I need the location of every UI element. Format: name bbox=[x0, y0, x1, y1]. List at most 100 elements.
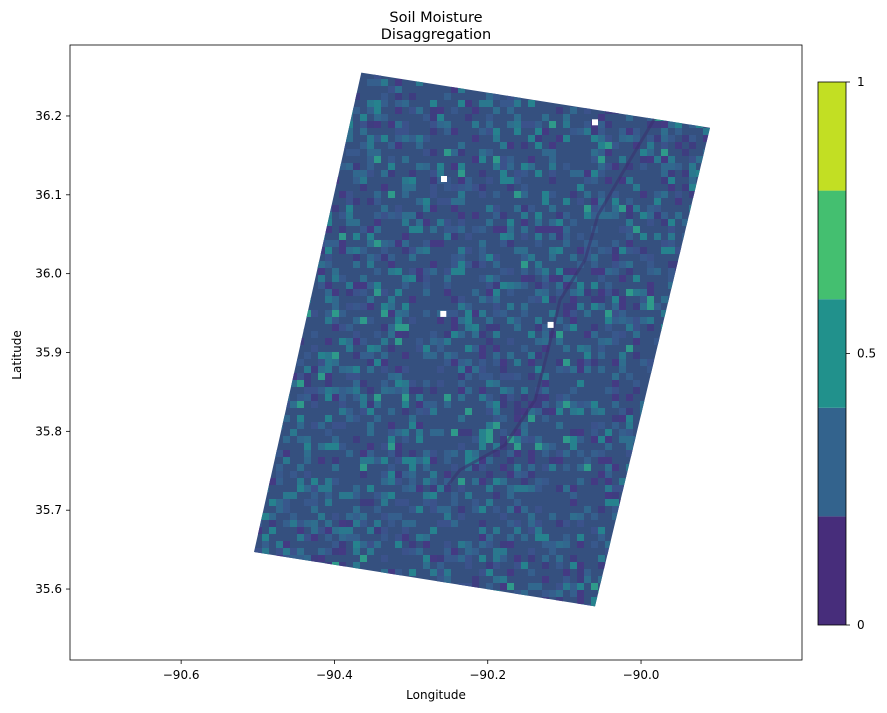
swath-texture-cell bbox=[283, 457, 290, 464]
swath-texture-cell bbox=[353, 520, 360, 527]
swath-texture-cell bbox=[465, 345, 472, 352]
swath-texture-cell bbox=[395, 429, 402, 436]
swath-texture-cell bbox=[269, 478, 276, 485]
swath-texture-cell bbox=[346, 534, 353, 541]
swath-texture-cell bbox=[507, 226, 514, 233]
swath-texture-cell bbox=[507, 541, 514, 548]
swath-texture-cell bbox=[542, 555, 549, 562]
swath-texture-cell bbox=[514, 128, 521, 135]
swath-texture-cell bbox=[409, 226, 416, 233]
swath-texture-cell bbox=[528, 296, 535, 303]
swath-texture-cell bbox=[437, 520, 444, 527]
swath-texture-cell bbox=[353, 303, 360, 310]
swath-texture-cell bbox=[584, 289, 591, 296]
swath-texture-cell bbox=[591, 583, 598, 590]
swath-texture-cell bbox=[367, 135, 374, 142]
swath-texture-cell bbox=[514, 562, 521, 569]
swath-texture-cell bbox=[479, 366, 486, 373]
swath-texture-cell bbox=[381, 254, 388, 261]
swath-texture-cell bbox=[514, 436, 521, 443]
swath-texture-cell bbox=[486, 121, 493, 128]
swath-texture-cell bbox=[633, 135, 640, 142]
swath-texture-cell bbox=[612, 485, 619, 492]
swath-texture-cell bbox=[612, 310, 619, 317]
swath-texture-cell bbox=[521, 275, 528, 282]
swath-texture-cell bbox=[626, 415, 633, 422]
swath-texture-cell bbox=[556, 226, 563, 233]
swath-texture-cell bbox=[626, 373, 633, 380]
swath-texture-cell bbox=[577, 562, 584, 569]
swath-texture-cell bbox=[290, 401, 297, 408]
swath-texture-cell bbox=[395, 569, 402, 576]
swath-texture-cell bbox=[605, 317, 612, 324]
swath-texture-cell bbox=[605, 485, 612, 492]
swath-texture-cell bbox=[507, 506, 514, 513]
swath-texture-cell bbox=[423, 219, 430, 226]
swath-texture-cell bbox=[612, 142, 619, 149]
swath-texture-cell bbox=[612, 422, 619, 429]
swath-texture-cell bbox=[409, 268, 416, 275]
swath-texture-cell bbox=[388, 310, 395, 317]
swath-texture-cell bbox=[507, 387, 514, 394]
swath-texture-cell bbox=[416, 408, 423, 415]
swath-texture-cell bbox=[381, 359, 388, 366]
swath-texture-cell bbox=[388, 513, 395, 520]
swath-texture-cell bbox=[423, 282, 430, 289]
swath-texture-cell bbox=[367, 450, 374, 457]
swath-texture-cell bbox=[374, 359, 381, 366]
swath-texture-cell bbox=[598, 422, 605, 429]
swath-texture-cell bbox=[556, 541, 563, 548]
swath-texture-cell bbox=[556, 597, 563, 604]
swath-texture-cell bbox=[528, 205, 535, 212]
swath-texture-cell bbox=[423, 464, 430, 471]
swath-texture-cell bbox=[430, 121, 437, 128]
swath-texture-cell bbox=[458, 254, 465, 261]
swath-texture-cell bbox=[584, 212, 591, 219]
swath-texture-cell bbox=[591, 324, 598, 331]
swath-texture-cell bbox=[598, 128, 605, 135]
swath-texture-cell bbox=[633, 289, 640, 296]
swath-texture-cell bbox=[423, 562, 430, 569]
swath-texture-cell bbox=[661, 163, 668, 170]
swath-texture-cell bbox=[374, 492, 381, 499]
swath-texture-cell bbox=[381, 240, 388, 247]
swath-texture-cell bbox=[423, 247, 430, 254]
swath-texture-cell bbox=[500, 555, 507, 562]
swath-texture-cell bbox=[409, 296, 416, 303]
swath-texture-cell bbox=[339, 394, 346, 401]
swath-texture-cell bbox=[542, 198, 549, 205]
swath-texture-cell bbox=[451, 352, 458, 359]
swath-texture-cell bbox=[549, 310, 556, 317]
swath-texture-cell bbox=[647, 149, 654, 156]
swath-texture-cell bbox=[556, 359, 563, 366]
swath-texture-cell bbox=[486, 394, 493, 401]
swath-texture-cell bbox=[486, 219, 493, 226]
swath-texture-cell bbox=[640, 359, 647, 366]
colorbar-tick-label: 1 bbox=[857, 75, 865, 89]
swath-texture-cell bbox=[346, 163, 353, 170]
swath-texture-cell bbox=[409, 506, 416, 513]
swath-texture-cell bbox=[528, 513, 535, 520]
swath-texture-cell bbox=[626, 198, 633, 205]
swath-texture-cell bbox=[577, 569, 584, 576]
swath-texture-cell bbox=[605, 499, 612, 506]
swath-texture-cell bbox=[325, 443, 332, 450]
swath-texture-cell bbox=[647, 212, 654, 219]
swath-texture-cell bbox=[493, 352, 500, 359]
swath-texture-cell bbox=[395, 499, 402, 506]
swath-texture-cell bbox=[444, 394, 451, 401]
swath-texture-cell bbox=[640, 317, 647, 324]
swath-texture-cell bbox=[444, 548, 451, 555]
swath-texture-cell bbox=[311, 366, 318, 373]
swath-texture-cell bbox=[346, 303, 353, 310]
swath-texture-cell bbox=[339, 191, 346, 198]
swath-texture-cell bbox=[381, 247, 388, 254]
swath-texture-cell bbox=[374, 331, 381, 338]
swath-texture-cell bbox=[535, 296, 542, 303]
swath-texture-cell bbox=[479, 520, 486, 527]
swath-texture-cell bbox=[542, 541, 549, 548]
swath-texture-cell bbox=[612, 401, 619, 408]
swath-texture-cell bbox=[486, 324, 493, 331]
swath-texture-cell bbox=[374, 240, 381, 247]
swath-texture-cell bbox=[598, 457, 605, 464]
